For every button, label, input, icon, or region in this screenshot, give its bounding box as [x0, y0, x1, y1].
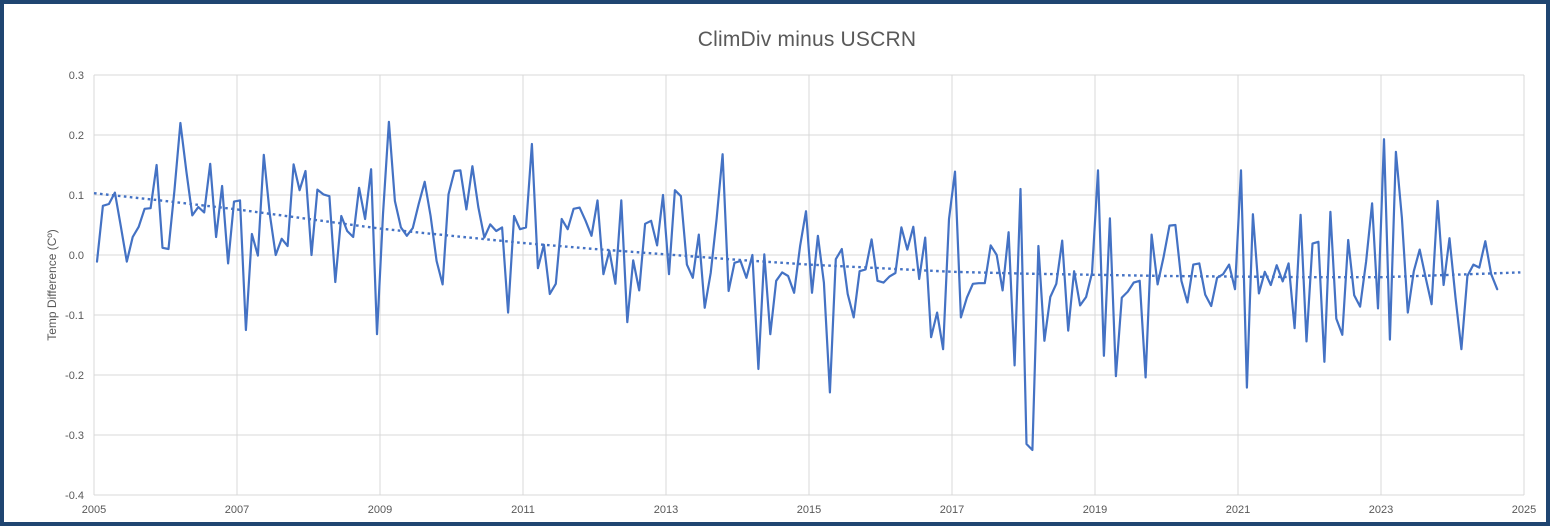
x-tick-label: 2011 [511, 504, 535, 516]
y-tick-label: -0.2 [65, 370, 84, 382]
y-tick-label: 0.2 [69, 130, 84, 142]
x-tick-label: 2013 [654, 504, 678, 516]
trendline[interactable] [93, 192, 1521, 279]
series-line[interactable] [95, 120, 1499, 452]
y-tick-label: 0.3 [69, 70, 84, 82]
y-tick-label: 0.1 [69, 190, 84, 202]
x-tick-label: 2021 [1226, 504, 1250, 516]
x-tick-label: 2017 [940, 504, 964, 516]
x-tick-label: 2005 [82, 504, 106, 516]
x-tick-label: 2015 [797, 504, 821, 516]
x-tick-label: 2023 [1369, 504, 1393, 516]
x-tick-label: 2025 [1512, 504, 1536, 516]
chart-title[interactable]: ClimDiv minus USCRN [697, 28, 917, 51]
y-tick-label: -0.1 [65, 310, 84, 322]
plot-area[interactable]: 0.3 0.2 0.1 0.0 -0.1 -0.2 -0.3 -0.4 2005 2007 2009… [4, 4, 1550, 526]
x-tick-label: 2019 [1083, 504, 1107, 516]
x-tick-label: 2009 [368, 504, 392, 516]
x-tick-label: 2007 [225, 504, 249, 516]
y-tick-label: -0.4 [65, 490, 84, 502]
y-tick-label: 0.0 [69, 250, 84, 262]
y-tick-label: -0.3 [65, 430, 84, 442]
